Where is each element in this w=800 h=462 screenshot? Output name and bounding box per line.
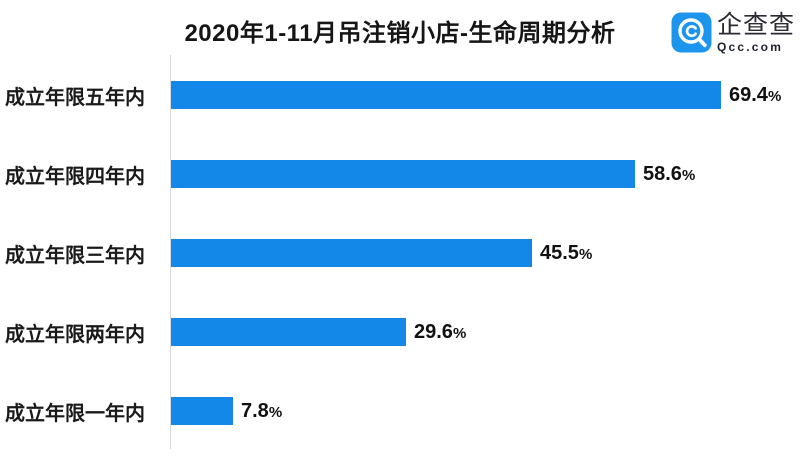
chart-row: 成立年限两年内 29.6% [0, 318, 466, 346]
category-label: 成立年限四年内 [5, 165, 145, 188]
y-axis-line [170, 55, 171, 449]
value-number: 7.8 [241, 399, 269, 422]
value-label: 58.6% [643, 163, 695, 186]
value-suffix: % [268, 403, 283, 421]
category-label: 成立年限五年内 [5, 86, 145, 109]
logo-text: 企查查 Qcc.com [716, 10, 795, 54]
category-label: 成立年限一年内 [5, 402, 145, 425]
bar [171, 160, 635, 188]
bar [171, 318, 406, 346]
value-label: 45.5% [540, 242, 592, 265]
chart-title: 2020年1-11月吊注销小店-生命周期分析 [184, 20, 616, 47]
qcc-magnifier-icon [671, 12, 712, 53]
value-suffix: % [452, 324, 467, 342]
value-suffix: % [578, 245, 593, 263]
qcc-logo: 企查查 Qcc.com [671, 12, 795, 53]
chart-row: 成立年限四年内 58.6% [0, 160, 695, 188]
value-number: 29.6 [414, 320, 453, 343]
chart-row: 成立年限三年内 45.5% [0, 239, 592, 267]
value-number: 69.4 [729, 83, 768, 106]
value-label: 69.4% [729, 84, 781, 107]
value-suffix: % [767, 87, 782, 105]
bar [171, 81, 721, 109]
chart-row: 成立年限五年内 69.4% [0, 81, 781, 109]
value-label: 29.6% [414, 321, 466, 344]
bar [171, 397, 233, 425]
value-label: 7.8% [241, 400, 282, 423]
value-suffix: % [681, 166, 696, 184]
bar [171, 239, 532, 267]
category-label: 成立年限两年内 [5, 323, 145, 346]
value-number: 58.6 [643, 162, 682, 185]
value-number: 45.5 [540, 241, 579, 264]
logo-name: 企查查 [716, 10, 795, 39]
logo-domain: Qcc.com [716, 39, 784, 54]
chart-row: 成立年限一年内 7.8% [0, 397, 282, 425]
category-label: 成立年限三年内 [5, 244, 145, 267]
